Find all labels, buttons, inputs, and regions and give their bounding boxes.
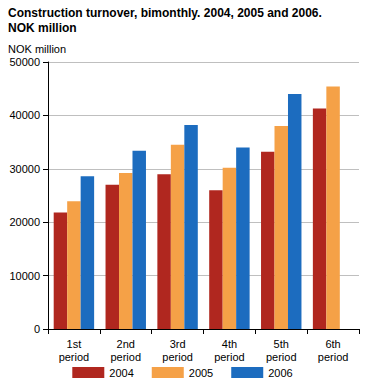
svg-text:Construction turnover, bimonth: Construction turnover, bimonthly. 2004, … [8,6,322,20]
svg-text:4th: 4th [222,338,237,350]
svg-text:NOK million: NOK million [8,43,66,55]
svg-text:period: period [59,351,90,363]
svg-text:10000: 10000 [9,270,40,282]
svg-text:3rd: 3rd [170,338,186,350]
svg-text:40000: 40000 [9,109,40,121]
svg-text:20000: 20000 [9,216,40,228]
svg-text:2004: 2004 [109,367,133,379]
svg-text:2006: 2006 [268,367,292,379]
svg-text:period: period [266,351,297,363]
svg-text:0: 0 [34,323,40,335]
svg-text:1st: 1st [67,338,82,350]
svg-text:5th: 5th [274,338,289,350]
svg-text:2005: 2005 [189,367,213,379]
svg-text:period: period [162,351,193,363]
svg-text:2nd: 2nd [117,338,135,350]
svg-text:period: period [214,351,245,363]
svg-text:period: period [110,351,141,363]
svg-text:NOK million: NOK million [8,21,77,35]
svg-text:period: period [318,351,349,363]
svg-text:6th: 6th [325,338,340,350]
svg-text:30000: 30000 [9,163,40,175]
svg-text:50000: 50000 [9,56,40,68]
